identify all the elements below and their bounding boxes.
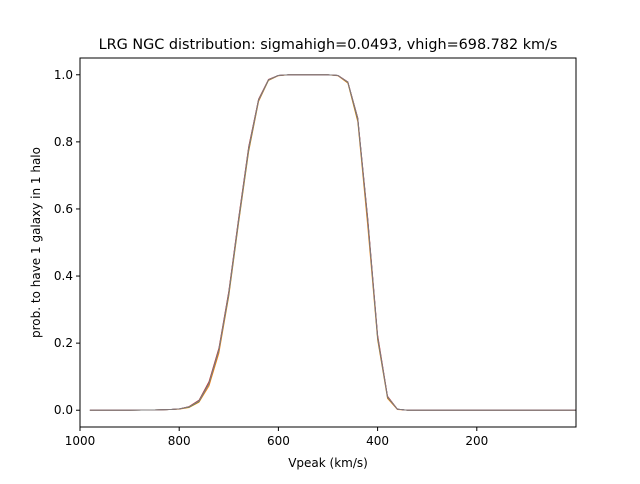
y-tick-label: 0.0 <box>54 403 73 417</box>
y-axis-label: prob. to have 1 galaxy in 1 halo <box>29 147 43 338</box>
axes-layer: 1000 800 600 400 200 0.0 0.2 0.4 0.6 0.8 1.0 <box>54 68 488 448</box>
y-tick-label: 0.4 <box>54 269 73 283</box>
plot-area <box>80 58 576 427</box>
y-tick-label: 1.0 <box>54 68 73 82</box>
y-tick-label: 0.8 <box>54 135 73 149</box>
series-line-7 <box>89 74 576 411</box>
plot-frame <box>79 57 577 428</box>
x-tick-label: 400 <box>366 434 389 448</box>
y-tick-label: 0.2 <box>54 336 73 350</box>
y-tick-label: 0.6 <box>54 202 73 216</box>
series-layer <box>89 74 576 411</box>
x-tick-label: 1000 <box>65 434 96 448</box>
x-tick-label: 800 <box>168 434 191 448</box>
x-tick-label: 200 <box>465 434 488 448</box>
x-axis-label: Vpeak (km/s) <box>288 456 368 470</box>
chart-title: LRG NGC distribution: sigmahigh=0.0493, … <box>99 37 558 53</box>
x-tick-label: 600 <box>267 434 290 448</box>
